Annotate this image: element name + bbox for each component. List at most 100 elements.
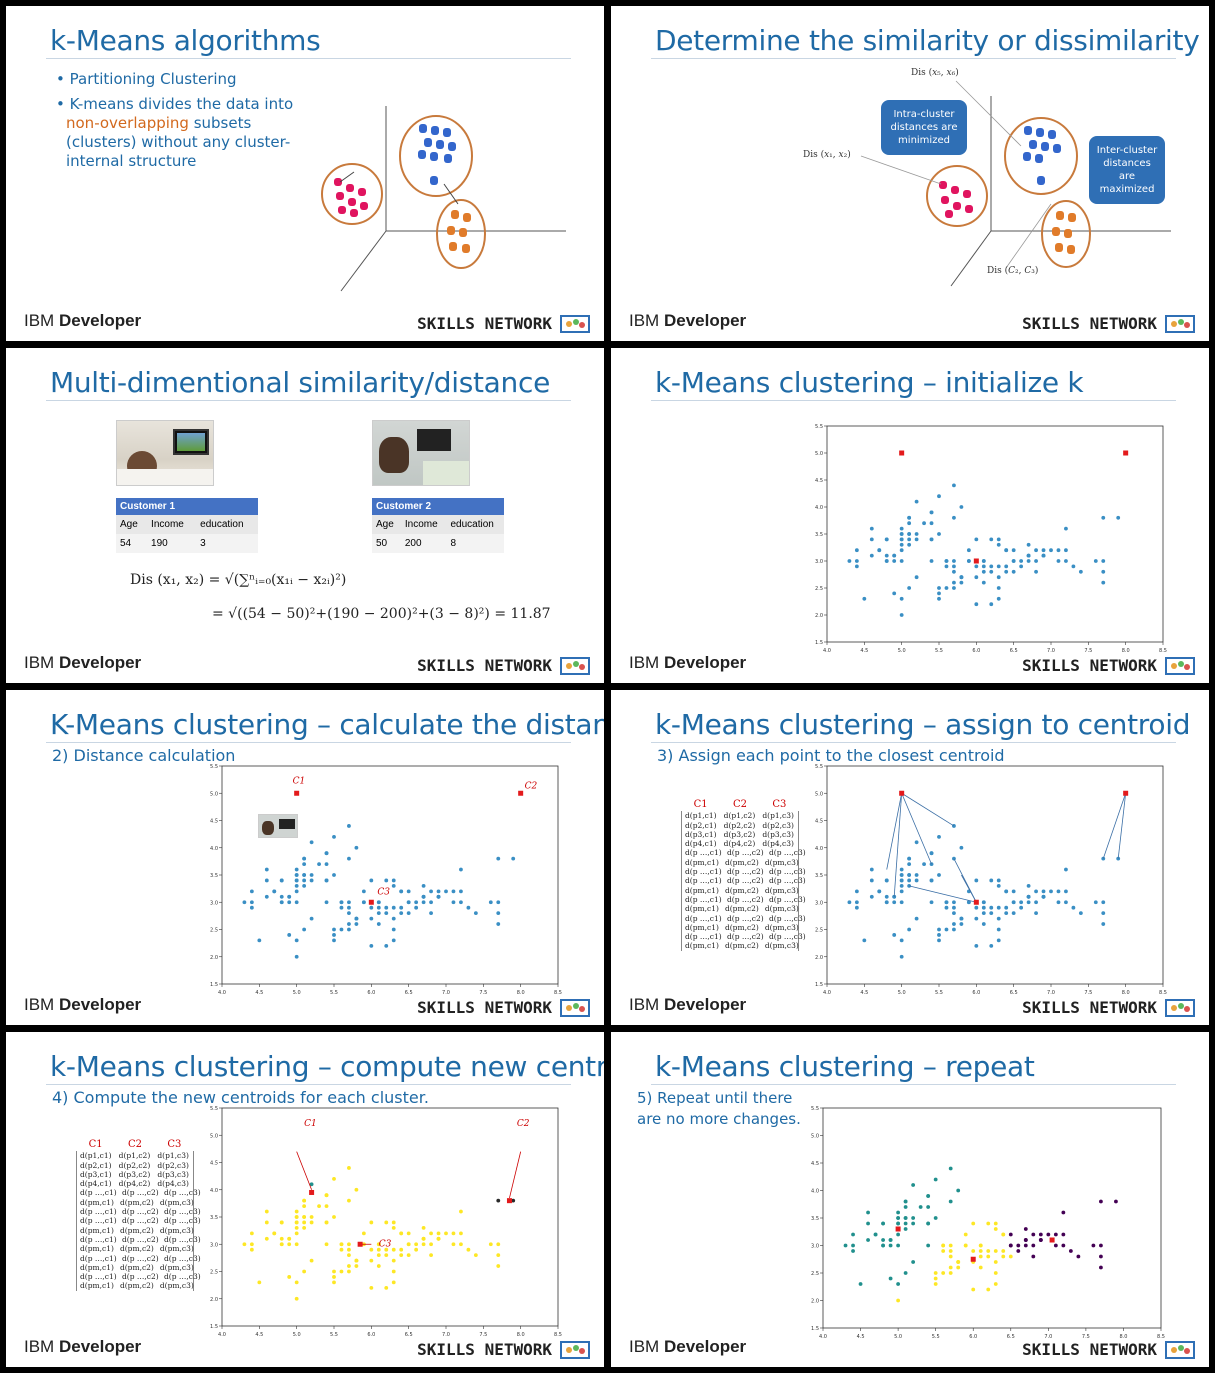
data-point	[866, 1221, 870, 1226]
data-point	[888, 1276, 893, 1281]
data-point	[302, 927, 307, 932]
data-point	[869, 878, 874, 883]
slide-title: k-Means clustering – repeat	[655, 1050, 1035, 1083]
centroid-marker	[1123, 790, 1129, 796]
matrix-row: d(pm,c1) d(pm,c2) d(pm,c3)	[80, 1244, 194, 1254]
data-point	[966, 559, 971, 563]
x-tick-label: 5.5	[935, 990, 943, 996]
data-point	[1078, 911, 1083, 916]
data-point	[376, 1242, 381, 1247]
x-tick-label: 6.5	[405, 1332, 413, 1338]
data-point	[996, 586, 1001, 590]
data-point	[937, 591, 941, 596]
y-tick-label: 1.5	[811, 1326, 819, 1332]
y-tick-label: 5.5	[811, 1106, 819, 1112]
skills-network-logo: SKILLS NETWORK	[1022, 998, 1195, 1017]
distance-matrix: C1 C2 C3 d(p1,c1) d(p1,c2) d(p1,c3) d(p2,c1) d(…	[76, 1139, 201, 1291]
data-point	[414, 905, 419, 910]
data-point	[294, 878, 299, 883]
data-point	[952, 927, 956, 932]
data-point	[851, 1249, 855, 1253]
data-point	[1031, 1254, 1036, 1259]
data-point	[384, 1247, 389, 1252]
data-point	[981, 911, 986, 916]
data-point	[466, 1247, 471, 1252]
data-point	[899, 548, 904, 553]
matrix-row: d(pm,c1) d(pm,c2) d(pm,c3)	[80, 1262, 194, 1272]
data-point	[937, 873, 941, 877]
data-point	[937, 494, 941, 499]
data-point	[1004, 548, 1009, 553]
data-point	[956, 1260, 961, 1264]
data-point	[391, 1258, 396, 1263]
matrix-row: d(pm,c1) d(pm,c2) d(pm,c3)	[80, 1197, 194, 1207]
data-point	[1031, 1232, 1036, 1237]
data-point	[911, 1260, 916, 1264]
data-point	[384, 878, 389, 883]
centroid-marker	[368, 899, 374, 905]
data-point	[1099, 1254, 1103, 1259]
title-rule	[46, 742, 571, 743]
x-tick-label: 8.0	[1122, 648, 1130, 654]
data-point	[354, 916, 359, 921]
data-point	[369, 1247, 374, 1252]
data-point	[937, 532, 941, 536]
data-point	[884, 559, 889, 563]
x-tick-label: 8.5	[1159, 990, 1167, 996]
assignment-line	[953, 858, 977, 903]
data-point	[996, 575, 1001, 580]
data-point	[496, 911, 501, 916]
data-point	[249, 1247, 254, 1252]
data-point	[309, 873, 314, 877]
slide-subtitle: 4) Compute the new centroids for each cl…	[52, 1088, 429, 1107]
data-point	[361, 1231, 366, 1236]
data-point	[384, 905, 389, 910]
data-point	[249, 889, 254, 894]
data-point	[384, 943, 389, 948]
plot-frame	[822, 1107, 1162, 1329]
centroid-marker	[309, 1189, 315, 1195]
data-point	[332, 933, 336, 937]
data-point	[399, 1253, 404, 1258]
data-point	[989, 878, 994, 883]
slide-subtitle: 2) Distance calculation	[52, 746, 236, 765]
data-point	[496, 856, 501, 861]
data-point	[436, 894, 441, 899]
data-point	[996, 905, 1001, 910]
data-point	[309, 1258, 314, 1263]
data-point	[918, 1205, 923, 1209]
data-point	[1026, 900, 1031, 905]
x-tick-label: 7.0	[1047, 990, 1055, 996]
data-point	[937, 834, 941, 839]
matrix-row: d(p …,c1) d(p …,c2) d(p …,c3)	[685, 876, 806, 886]
data-point	[944, 559, 949, 563]
data-point	[459, 1242, 463, 1247]
data-point	[309, 840, 314, 845]
skills-network-logo: SKILLS NETWORK	[417, 1340, 590, 1359]
data-point	[892, 933, 897, 937]
assignment-line	[886, 793, 903, 870]
data-point	[257, 938, 262, 943]
data-point	[332, 1215, 336, 1219]
distance-calculation: = √((54 − 50)²+(190 − 200)²+(3 − 8)²) = …	[212, 606, 551, 622]
data-point	[376, 905, 381, 910]
x-tick-label: 6.5	[1007, 1334, 1015, 1340]
matrix-row: d(p1,c1) d(p1,c2) d(p1,c3)	[80, 1151, 189, 1161]
data-point	[249, 900, 254, 905]
data-point	[488, 900, 493, 905]
data-point	[1041, 548, 1046, 553]
matrix-row: d(pm,c1) d(pm,c2) d(pm,c3)	[685, 941, 799, 951]
data-point	[429, 1242, 433, 1247]
plot-frame	[221, 1107, 559, 1327]
data-point	[287, 1275, 292, 1279]
data-point	[294, 1231, 299, 1236]
data-point	[907, 884, 912, 888]
data-point	[959, 922, 964, 926]
data-point	[473, 911, 478, 916]
data-point	[989, 564, 994, 569]
slide-calculate-distance: K-Means clustering – calculate the dista…	[6, 690, 604, 1025]
data-point	[1008, 1254, 1013, 1259]
y-tick-label: 4.5	[811, 1161, 819, 1167]
data-point	[488, 1242, 493, 1247]
data-point	[888, 1243, 893, 1248]
